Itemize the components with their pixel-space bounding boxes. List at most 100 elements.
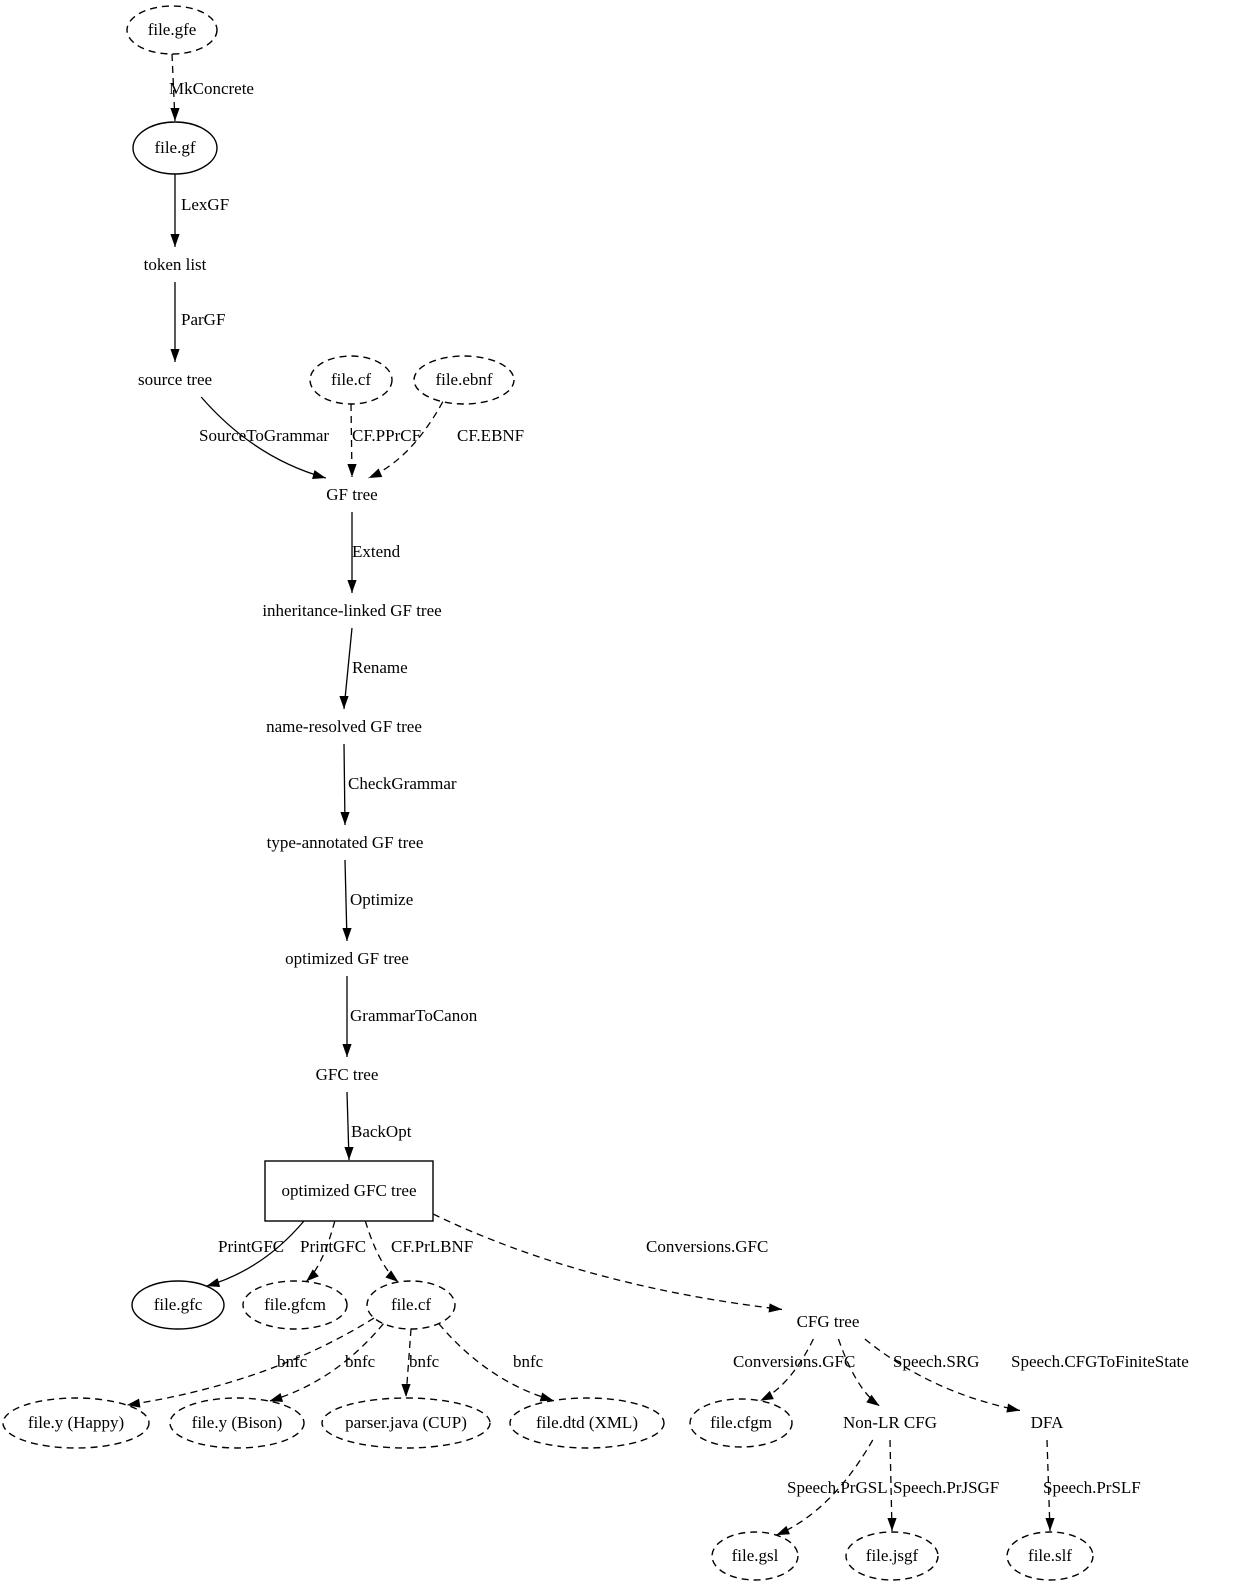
node-shape-ellipse — [413, 355, 515, 405]
node-file_cfgm[interactable]: file.cfgm — [689, 1398, 793, 1448]
arrowhead-dfa-to-file_slf — [1045, 1518, 1055, 1531]
node-inh_gf_tree[interactable]: inheritance-linked GF tree — [262, 601, 441, 620]
node-parser_java[interactable]: parser.java (CUP) — [321, 1397, 491, 1449]
node-file_gfcm[interactable]: file.gfcm — [242, 1280, 348, 1330]
edge-label-e15: CF.PrLBNF — [391, 1237, 473, 1256]
node-cfg_tree[interactable]: CFG tree — [797, 1312, 860, 1331]
arrowhead-opt_gf_tree-to-gfc_tree — [342, 1044, 352, 1057]
arrowhead-file_cf_top-to-gf_tree — [347, 464, 357, 477]
edge-label-e18: bnfc — [345, 1352, 376, 1371]
edge-label-e7: Extend — [352, 542, 401, 561]
node-shape-ellipse — [2, 1397, 150, 1449]
arrowhead-non_lr_cfg-to-file_jsgf — [887, 1518, 897, 1531]
node-shape-ellipse — [366, 1280, 456, 1330]
edge-label-e26: Speech.PrSLF — [1043, 1478, 1141, 1497]
edge-inh_gf_tree-to-name_gf_tree — [343, 627, 353, 710]
edge-label-e11: GrammarToCanon — [350, 1006, 478, 1025]
edge-label-e21: Conversions.GFC — [733, 1352, 855, 1371]
node-label-file_gfcm: file.gfcm — [264, 1295, 326, 1314]
node-opt_gf_tree[interactable]: optimized GF tree — [285, 949, 409, 968]
arrowhead-opt_gfc_tree-to-file_gfc — [206, 1278, 221, 1287]
node-file_gf[interactable]: file.gf — [132, 121, 218, 175]
edges-layer — [126, 53, 1055, 1536]
node-type_gf_tree[interactable]: type-annotated GF tree — [267, 833, 424, 852]
node-label-file_slf: file.slf — [1028, 1546, 1072, 1565]
arrowhead-token_list-to-source_tree — [170, 349, 180, 362]
arrowhead-cfg_tree-to-non_lr_cfg — [866, 1394, 880, 1406]
edge-label-e3: ParGF — [181, 310, 225, 329]
node-label-parser_java: parser.java (CUP) — [345, 1413, 467, 1432]
node-label-gfc_tree: GFC tree — [316, 1065, 379, 1084]
edge-label-e12: BackOpt — [351, 1122, 412, 1141]
edge-opt_gfc_tree-to-cfg_tree — [432, 1213, 783, 1311]
node-file_jsgf[interactable]: file.jsgf — [845, 1531, 939, 1581]
arrowhead-file_cf_bot-to-file_y_happy — [126, 1398, 141, 1408]
node-shape-ellipse — [689, 1398, 793, 1448]
node-label-file_y_happy: file.y (Happy) — [28, 1413, 124, 1432]
edge-label-e19: bnfc — [409, 1352, 440, 1371]
arrowhead-opt_gfc_tree-to-file_cf_bot — [385, 1270, 399, 1282]
node-file_gfc[interactable]: file.gfc — [131, 1280, 225, 1330]
node-label-file_cf_bot: file.cf — [391, 1295, 431, 1314]
node-gfc_tree[interactable]: GFC tree — [316, 1065, 379, 1084]
node-label-type_gf_tree: type-annotated GF tree — [267, 833, 424, 852]
arrowhead-file_cf_bot-to-file_dtd — [539, 1392, 554, 1402]
edge-label-e8: Rename — [352, 658, 408, 677]
arrowhead-name_gf_tree-to-type_gf_tree — [340, 812, 350, 825]
node-token_list[interactable]: token list — [144, 255, 207, 274]
node-file_ebnf[interactable]: file.ebnf — [413, 355, 515, 405]
arrowhead-source_tree-to-gf_tree — [312, 470, 326, 479]
edge-source_tree-to-gf_tree — [200, 396, 327, 479]
arrowhead-cfg_tree-to-file_cfgm — [760, 1390, 774, 1401]
arrowhead-cfg_tree-to-dfa — [1006, 1403, 1020, 1413]
node-non_lr_cfg[interactable]: Non-LR CFG — [843, 1413, 937, 1432]
node-shape-box — [264, 1160, 434, 1222]
node-shape-ellipse — [509, 1397, 665, 1449]
edge-labels-layer: MkConcrete LexGF ParGF SourceToGrammar CF.PP… — [169, 79, 1189, 1497]
edge-label-e17: bnfc — [277, 1352, 308, 1371]
node-opt_gfc_tree[interactable]: optimized GFC tree — [264, 1160, 434, 1222]
arrowhead-file_cf_bot-to-parser_java — [401, 1384, 411, 1397]
node-label-file_cf_top: file.cf — [331, 370, 371, 389]
node-label-non_lr_cfg: Non-LR CFG — [843, 1413, 937, 1432]
node-shape-ellipse — [169, 1397, 305, 1449]
node-file_dtd[interactable]: file.dtd (XML) — [509, 1397, 665, 1449]
node-file_slf[interactable]: file.slf — [1006, 1531, 1094, 1581]
node-label-file_gfe: file.gfe — [148, 20, 197, 39]
node-label-file_y_bison: file.y (Bison) — [192, 1413, 283, 1432]
node-shape-ellipse — [126, 5, 218, 55]
node-label-name_gf_tree: name-resolved GF tree — [266, 717, 422, 736]
node-shape-ellipse — [131, 1280, 225, 1330]
node-label-opt_gf_tree: optimized GF tree — [285, 949, 409, 968]
edge-label-e23: Speech.CFGToFiniteState — [1011, 1352, 1189, 1371]
edge-dfa-to-file_slf — [1046, 1439, 1051, 1532]
node-shape-ellipse — [321, 1397, 491, 1449]
node-label-file_ebnf: file.ebnf — [435, 370, 492, 389]
edge-file_cf_bot-to-file_y_happy — [126, 1317, 375, 1406]
node-label-file_cfgm: file.cfgm — [710, 1413, 772, 1432]
node-source_tree[interactable]: source tree — [138, 370, 212, 389]
node-label-inh_gf_tree: inheritance-linked GF tree — [262, 601, 441, 620]
edge-label-e10: Optimize — [350, 890, 413, 909]
edge-label-e22: Speech.SRG — [893, 1352, 979, 1371]
node-dfa[interactable]: DFA — [1031, 1413, 1064, 1432]
node-file_gsl[interactable]: file.gsl — [711, 1531, 799, 1581]
edge-label-e20: bnfc — [513, 1352, 544, 1371]
node-file_y_happy[interactable]: file.y (Happy) — [2, 1397, 150, 1449]
node-file_cf_bot[interactable]: file.cf — [366, 1280, 456, 1330]
edge-label-e14: PrintGFC — [300, 1237, 366, 1256]
node-file_gfe[interactable]: file.gfe — [126, 5, 218, 55]
node-shape-ellipse — [309, 355, 393, 405]
arrowhead-opt_gfc_tree-to-cfg_tree — [768, 1303, 782, 1313]
edge-cfg_tree-to-dfa — [864, 1338, 1021, 1412]
arrowhead-file_ebnf-to-gf_tree — [368, 468, 383, 478]
edge-label-e25: Speech.PrJSGF — [893, 1478, 999, 1497]
edge-label-e4: SourceToGrammar — [199, 426, 329, 445]
node-name_gf_tree[interactable]: name-resolved GF tree — [266, 717, 422, 736]
node-gf_tree[interactable]: GF tree — [326, 485, 377, 504]
node-file_y_bison[interactable]: file.y (Bison) — [169, 1397, 305, 1449]
node-file_cf_top[interactable]: file.cf — [309, 355, 393, 405]
edge-label-e6: CF.EBNF — [457, 426, 524, 445]
edge-non_lr_cfg-to-file_jsgf — [889, 1439, 893, 1532]
